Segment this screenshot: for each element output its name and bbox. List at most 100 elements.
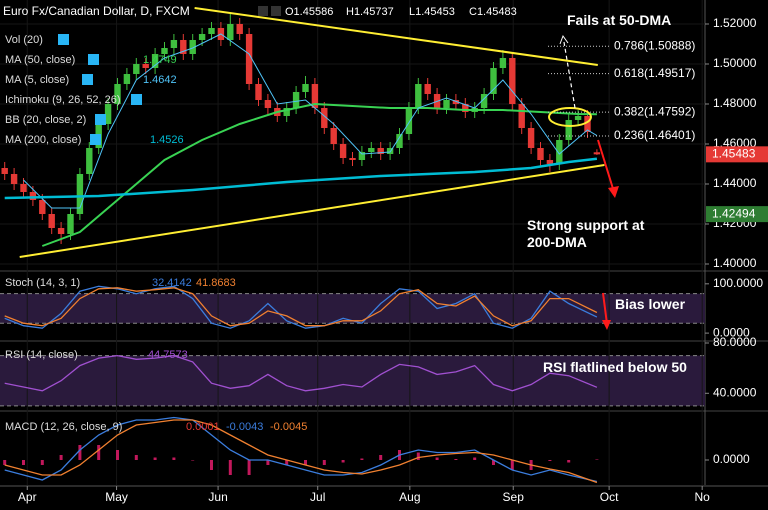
histogram-bar: [210, 460, 213, 470]
line: [4, 285, 598, 329]
x-tick-label: Oct: [600, 490, 619, 504]
candle-body: [584, 116, 591, 132]
price-tag-label: 1.42494: [712, 206, 756, 220]
icon: [88, 54, 99, 65]
candle-body: [311, 84, 319, 108]
candle-body: [593, 152, 601, 155]
ohlc-label: L1.45453: [409, 6, 455, 18]
indicator-value: 1.4642: [143, 74, 177, 86]
histogram-bar: [228, 460, 232, 475]
candle-body: [10, 174, 18, 184]
candle-body: [227, 24, 234, 40]
level-band: [0, 355, 705, 406]
candle-body: [170, 40, 178, 48]
candle-body: [330, 128, 337, 144]
histogram-bar: [492, 460, 495, 465]
ohlc-label: C1.45483: [469, 6, 517, 18]
icon: [58, 34, 69, 45]
indicator-label: Stoch (14, 3, 1): [5, 277, 80, 289]
y-tick-label: 1.52000: [713, 16, 757, 30]
histogram-bar: [247, 460, 251, 475]
histogram-bar: [134, 455, 138, 460]
legend: Euro Fx/Canadian Dollar, D, FXCM O1.4558…: [3, 4, 768, 504]
candle-body: [67, 214, 74, 234]
marks: [1, 7, 610, 484]
histogram-bar: [416, 452, 420, 460]
x-tick-label: No: [695, 490, 711, 504]
ohlc-label: O1.45586: [285, 6, 333, 18]
histogram-bar: [3, 460, 7, 465]
histogram-bar: [59, 455, 63, 460]
candle-body: [1, 168, 8, 174]
histogram-bar: [116, 450, 119, 460]
indicator-value: 0.0001: [186, 421, 220, 433]
line: [23, 33, 598, 209]
y-tick-label: 40.0000: [713, 385, 757, 399]
histogram-bar: [78, 445, 82, 460]
indicator-label: MACD (12, 26, close, 9): [5, 421, 122, 433]
x-tick-label: Aug: [399, 490, 420, 504]
line: [41, 102, 597, 247]
candle-body: [358, 152, 366, 160]
candle-body: [480, 94, 488, 108]
candle-body: [509, 58, 516, 104]
candle-body: [349, 158, 356, 160]
line: [19, 164, 605, 258]
annotation: Fails at 50-DMA: [567, 12, 672, 28]
candle-body: [20, 184, 27, 192]
icon: [131, 94, 142, 105]
x-tick-label: Sep: [503, 490, 525, 504]
y-tick-label: 100.0000: [713, 276, 763, 290]
ohlc-label: H1.45737: [346, 6, 394, 18]
candle-body: [321, 108, 328, 128]
candle-body: [574, 116, 582, 120]
candle-body: [424, 84, 431, 94]
indicator-label: RSI (14, close): [5, 349, 78, 361]
fib-label: 0.236(1.46401): [614, 128, 695, 142]
histogram-bar: [548, 460, 552, 461]
candle-body: [180, 40, 187, 54]
fib-label: 0.382(1.47592): [614, 104, 695, 118]
x-tick-label: Jul: [310, 490, 325, 504]
y-tick-label: 0.0000: [713, 325, 750, 339]
candle-body: [198, 34, 206, 40]
histogram-bar: [454, 459, 458, 460]
indicator-value: 1.4526: [150, 134, 184, 146]
icon: [95, 114, 106, 125]
histogram-bar: [435, 457, 439, 460]
y-tick-label: 0.0000: [713, 452, 750, 466]
indicator-label: BB (20, close, 2): [5, 114, 86, 126]
candle-body: [57, 228, 65, 234]
indicator-label: Vol (20): [5, 34, 43, 46]
candle-body: [490, 68, 497, 94]
candle-body: [527, 128, 535, 148]
histogram-bar: [285, 460, 289, 465]
y-tick-label: 1.40000: [713, 256, 757, 270]
indicator-value: 32.4142: [152, 277, 192, 289]
price-tag-label: 1.45483: [712, 147, 756, 161]
line: [4, 157, 598, 200]
annotation: Strong support at 200-DMA: [527, 217, 645, 250]
candle-body: [443, 100, 450, 108]
candle-body: [415, 84, 422, 108]
candle-body: [39, 200, 46, 214]
histogram-bar: [153, 457, 157, 460]
y-tick-label: 1.48000: [713, 96, 757, 110]
histogram-bar: [266, 460, 270, 465]
dashed-arrow: [563, 41, 576, 109]
histogram-bar: [22, 460, 25, 465]
candle-body: [283, 108, 290, 116]
candle-body: [405, 108, 413, 134]
icon: [82, 74, 93, 85]
candle-body: [556, 140, 563, 164]
candle-body: [161, 48, 168, 54]
line: [4, 416, 598, 483]
y-tick-label: 1.50000: [713, 56, 757, 70]
candle-body: [302, 84, 309, 92]
histogram-bar: [97, 445, 101, 460]
histogram-bar: [510, 460, 514, 470]
candle-body: [48, 214, 55, 228]
y-tick-label: 1.44000: [713, 176, 757, 190]
candle-body: [292, 92, 300, 108]
